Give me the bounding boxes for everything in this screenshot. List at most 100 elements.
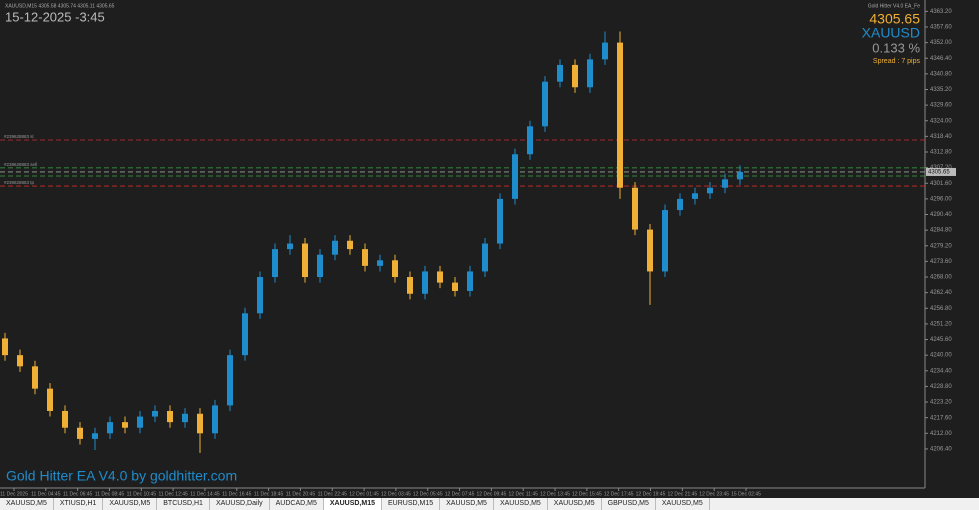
- y-tick-label: 4346.40: [930, 56, 952, 62]
- x-tick-label: 11 Dec 2025: [0, 491, 28, 497]
- candle-body: [2, 338, 8, 356]
- candle-body: [572, 64, 578, 88]
- y-tick-label: 4234.40: [930, 368, 952, 374]
- candle-body: [107, 422, 113, 434]
- bid-box: [926, 167, 956, 176]
- candle-body: [152, 410, 158, 417]
- candle-body: [737, 171, 743, 180]
- tab[interactable]: EURUSD,M15: [382, 498, 441, 510]
- y-tick-label: 4273.60: [930, 259, 952, 265]
- price-line-label: #239628883 tp: [4, 180, 35, 185]
- candle-body: [257, 277, 263, 314]
- bid-axis-label: 4305.65: [928, 170, 950, 176]
- x-tick-label: 11 Dec 06:45: [63, 491, 93, 497]
- y-tick-label: 4329.60: [930, 103, 952, 109]
- y-tick-label: 4228.80: [930, 384, 952, 390]
- candle-body: [17, 355, 23, 367]
- x-tick-label: 12 Dec 03:45: [381, 491, 411, 497]
- tab[interactable]: XAUUSD,M5: [440, 498, 494, 510]
- x-tick-label: 12 Dec 05:45: [413, 491, 443, 497]
- candle-body: [302, 243, 308, 278]
- candle-body: [452, 282, 458, 291]
- tab[interactable]: XAUUSD,M5: [494, 498, 548, 510]
- candle-body: [407, 277, 413, 294]
- change-pct: 0.133 %: [872, 40, 920, 55]
- y-tick-label: 4312.80: [930, 150, 952, 156]
- tab[interactable]: XAUUSD,M5: [103, 498, 158, 510]
- x-tick-label: 12 Dec 21:45: [667, 491, 697, 497]
- x-tick-label: 12 Dec 15:45: [572, 491, 602, 497]
- y-tick-label: 4318.40: [930, 134, 952, 140]
- y-tick-label: 4296.00: [930, 196, 952, 202]
- x-tick-label: 11 Dec 18:45: [254, 491, 284, 497]
- chart: XAUUSD,M15 4305.58 4305.74 4305.11 4305.…: [0, 0, 979, 498]
- candle-body: [722, 179, 728, 188]
- candle-body: [137, 416, 143, 428]
- x-tick-label: 12 Dec 11:45: [509, 491, 539, 497]
- x-tick-label: 11 Dec 22:45: [318, 491, 348, 497]
- candle-body: [272, 249, 278, 278]
- y-tick-label: 4301.60: [930, 181, 952, 187]
- y-tick-label: 4279.20: [930, 243, 952, 249]
- candle-body: [212, 405, 218, 434]
- x-tick-label: 11 Dec 12:45: [158, 491, 188, 497]
- x-tick-label: 11 Dec 16:45: [222, 491, 252, 497]
- candle-body: [32, 366, 38, 389]
- candle-body: [512, 154, 518, 199]
- y-tick-label: 4251.20: [930, 321, 952, 327]
- candle-body: [362, 249, 368, 266]
- candle-body: [347, 240, 353, 250]
- candle-body: [167, 410, 173, 423]
- y-tick-label: 4363.20: [930, 9, 952, 15]
- candle-body: [182, 413, 188, 423]
- x-tick-label: 11 Dec 10:45: [127, 491, 157, 497]
- x-tick-label: 12 Dec 13:45: [540, 491, 570, 497]
- candle-body: [437, 271, 443, 283]
- candle-body: [497, 198, 503, 244]
- x-tick-label: 11 Dec 14:45: [190, 491, 220, 497]
- symbol-info: XAUUSD,M15 4305.58 4305.74 4305.11 4305.…: [5, 3, 115, 9]
- x-tick-label: 12 Dec 17:45: [604, 491, 634, 497]
- candle-body: [707, 187, 713, 194]
- x-tick-label: 11 Dec 08:45: [95, 491, 125, 497]
- y-tick-label: 4206.40: [930, 447, 952, 453]
- tab[interactable]: XAUUSD,M5: [548, 498, 602, 510]
- y-tick-label: 4262.40: [930, 290, 952, 296]
- y-tick-label: 4256.80: [930, 306, 952, 312]
- tab[interactable]: AUDCAD,M5: [270, 498, 324, 510]
- candle-body: [677, 198, 683, 211]
- candle-body: [332, 240, 338, 255]
- tab[interactable]: XAUUSD,M5: [0, 498, 54, 510]
- tab[interactable]: BTCUSD,H1: [157, 498, 210, 510]
- candle-body: [62, 410, 68, 428]
- price-line-label: #239628883 sl: [4, 134, 34, 139]
- x-tick-label: 11 Dec 20:45: [286, 491, 316, 497]
- y-tick-label: 4245.60: [930, 337, 952, 343]
- x-tick-label: 11 Dec 04:45: [31, 491, 61, 497]
- datetime: 15-12-2025 -3:45: [5, 9, 105, 24]
- candle-body: [617, 42, 623, 188]
- y-tick-label: 4217.60: [930, 415, 952, 421]
- candle-body: [602, 42, 608, 60]
- y-tick-label: 4324.00: [930, 118, 952, 124]
- y-tick-label: 4335.20: [930, 87, 952, 93]
- tab[interactable]: XTIUSD,H1: [54, 498, 104, 510]
- x-tick-label: 12 Dec 09:45: [477, 491, 507, 497]
- candle-body: [377, 260, 383, 266]
- y-tick-label: 4284.80: [930, 228, 952, 234]
- candle-body: [287, 243, 293, 250]
- y-tick-label: 4340.80: [930, 71, 952, 77]
- y-tick-label: 4212.00: [930, 431, 952, 437]
- tab[interactable]: XAUUSD,M15: [323, 498, 382, 510]
- candle-body: [467, 271, 473, 291]
- candle-body: [122, 422, 128, 428]
- candle-body: [197, 413, 203, 434]
- tab-bar: XAUUSD,M5 XTIUSD,H1 XAUUSD,M5 BTCUSD,H1 XAUU…: [0, 498, 979, 510]
- candle-body: [77, 427, 83, 439]
- tab[interactable]: XAUUSD,M5: [656, 498, 710, 510]
- background: [0, 0, 979, 498]
- tab[interactable]: GBPUSD,M5: [602, 498, 656, 510]
- y-tick-label: 4290.40: [930, 212, 952, 218]
- tab[interactable]: XAUUSD,Daily: [210, 498, 270, 510]
